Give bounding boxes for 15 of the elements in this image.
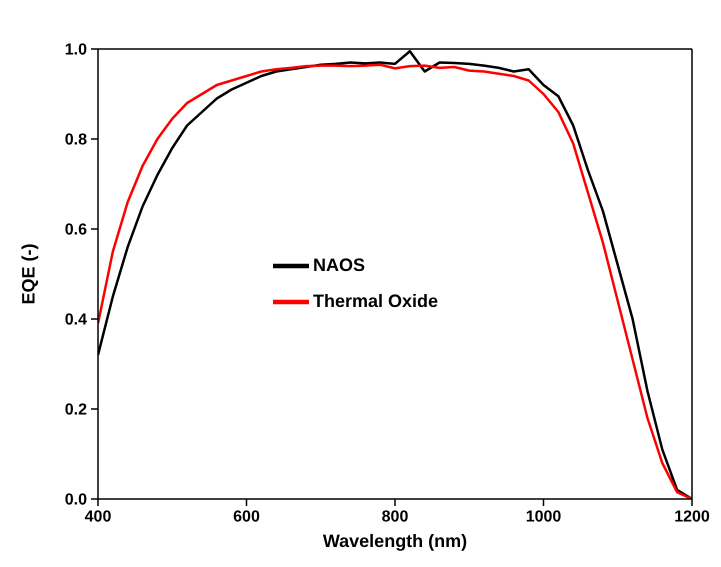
y-tick-label: 0.4	[64, 312, 88, 329]
y-tick-label: 0.8	[64, 132, 88, 149]
legend-label: NAOS	[312, 254, 365, 274]
y-tick-label: 0.2	[64, 402, 88, 419]
y-tick-label: 0.0	[64, 492, 88, 509]
x-axis-title: Wavelength (nm)	[322, 531, 468, 551]
y-tick-label: 1.0	[64, 42, 88, 59]
x-tick-label: 800	[382, 508, 408, 526]
y-axis-title: EQE (-)	[18, 244, 38, 304]
y-tick-label: 0.6	[64, 222, 88, 239]
x-tick-label: 600	[233, 508, 260, 526]
x-tick-label: 1200	[674, 508, 710, 526]
legend-label: Thermal Oxide	[312, 290, 438, 310]
x-tick-label: 400	[84, 508, 112, 526]
x-tick-label: 1000	[526, 508, 562, 526]
